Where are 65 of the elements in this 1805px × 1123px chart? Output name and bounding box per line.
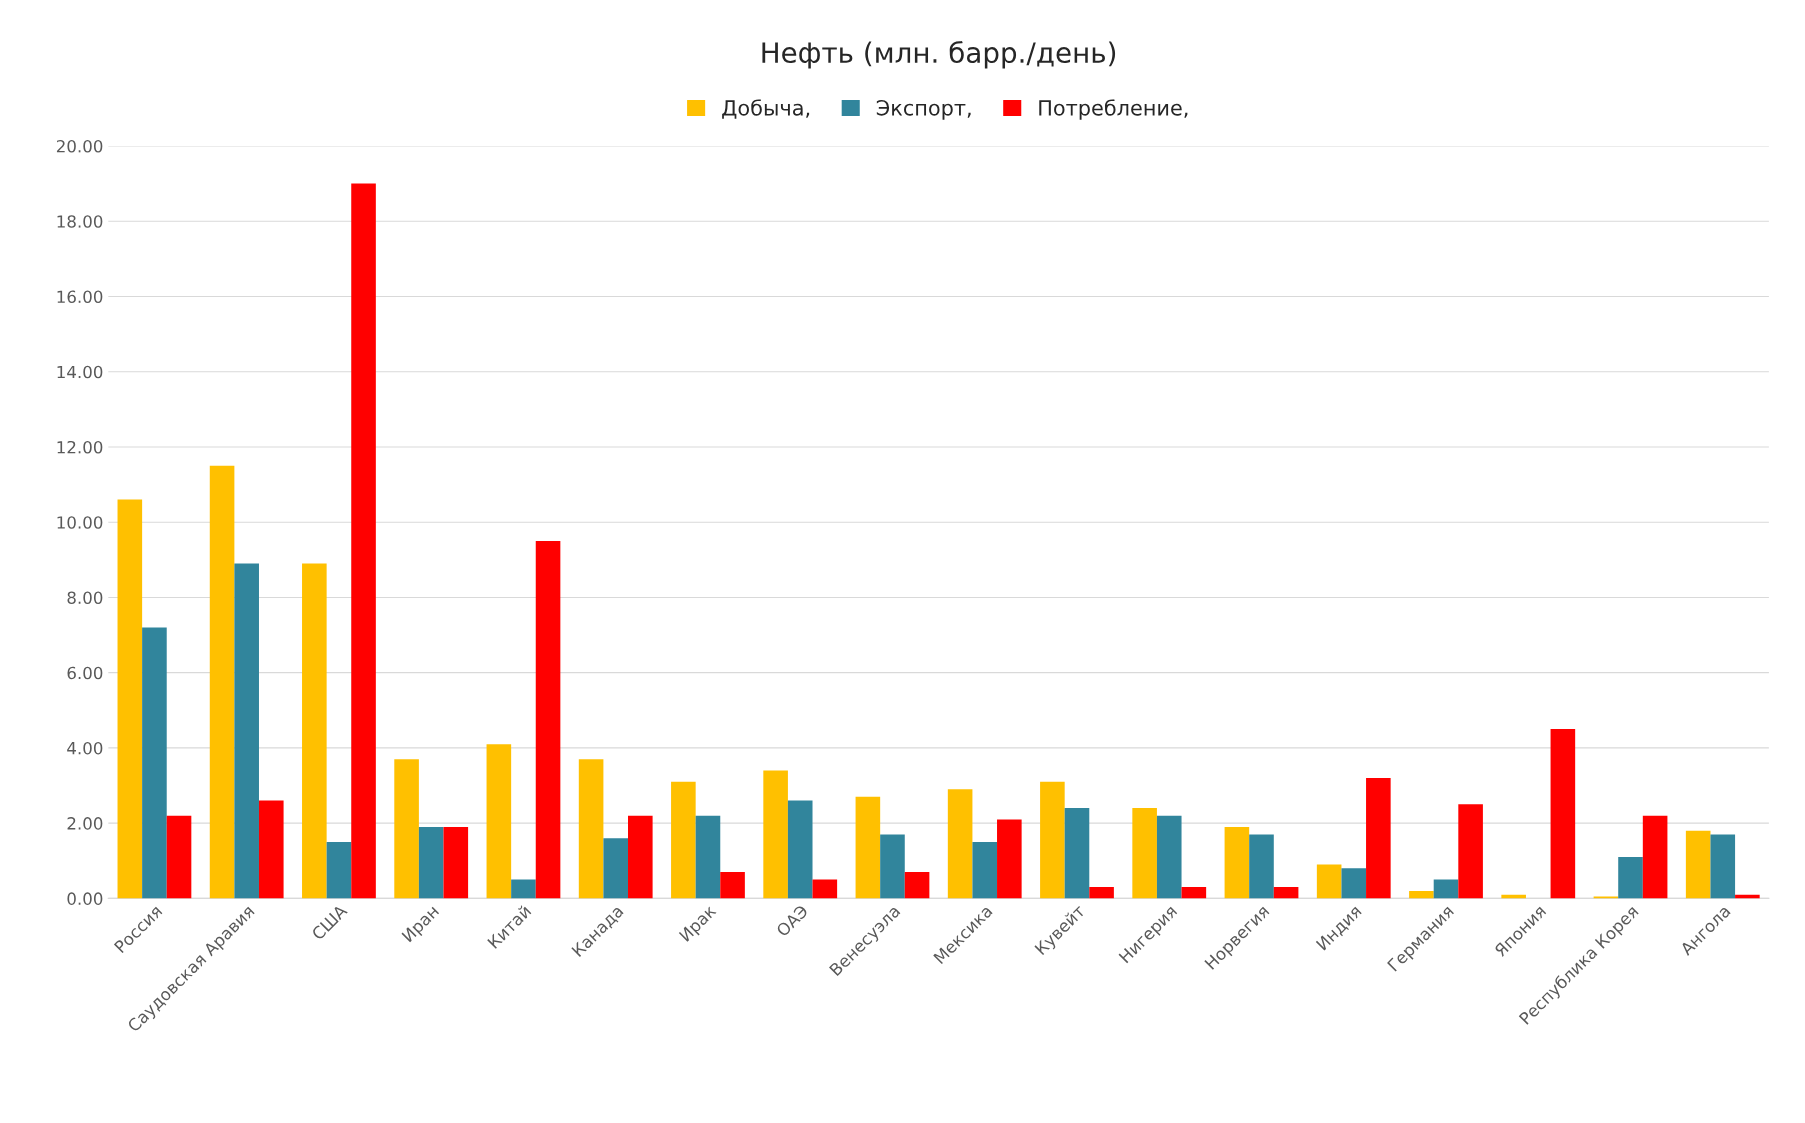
bar <box>997 819 1022 899</box>
bar <box>258 800 284 899</box>
bar <box>1132 808 1157 899</box>
bar <box>720 872 745 899</box>
y-tick-label: 10.00 <box>57 516 103 529</box>
bar <box>1433 879 1459 899</box>
bar <box>142 627 167 899</box>
bar <box>628 815 653 899</box>
bar <box>603 838 629 899</box>
bar <box>1249 834 1274 899</box>
bar <box>972 841 998 899</box>
bar <box>1458 804 1483 899</box>
bar <box>787 800 813 899</box>
y-tick-label: 18.00 <box>57 215 103 228</box>
bar <box>394 759 419 899</box>
bar <box>1710 834 1736 899</box>
bar <box>763 770 788 899</box>
bar <box>947 789 973 899</box>
bar <box>1685 830 1711 899</box>
legend-label: Экспорт, <box>876 99 971 120</box>
bar <box>1273 887 1299 899</box>
bar <box>326 841 352 899</box>
bar <box>578 759 604 899</box>
bar <box>1409 890 1434 899</box>
bar <box>1642 815 1668 899</box>
y-tick-label: 16.00 <box>57 290 103 304</box>
bar <box>671 781 696 899</box>
bar <box>486 744 512 899</box>
chart-title: Нефть (млн. барр./день) <box>762 41 1116 69</box>
bar <box>1040 781 1065 899</box>
bar <box>1550 729 1576 899</box>
bar <box>351 183 376 899</box>
bar <box>166 815 192 899</box>
y-tick-label: 2.00 <box>67 817 103 830</box>
bar <box>511 879 536 899</box>
y-tick-label: 8.00 <box>67 591 103 605</box>
bar <box>1224 826 1250 899</box>
bar <box>117 499 143 899</box>
bar <box>904 872 930 899</box>
bar <box>1089 887 1114 899</box>
bar <box>535 541 561 899</box>
y-tick-label: 14.00 <box>57 365 103 379</box>
y-tick-label: 20.00 <box>56 139 103 153</box>
legend-label: Добыча, <box>722 99 810 119</box>
bar <box>1618 857 1643 899</box>
bar <box>443 826 469 899</box>
bar <box>695 815 721 899</box>
y-tick-label: 12.00 <box>57 440 103 454</box>
bar <box>855 796 881 899</box>
bar <box>1156 815 1182 899</box>
bar <box>1064 808 1090 899</box>
bar <box>812 879 838 899</box>
y-tick-label: 6.00 <box>67 666 103 680</box>
bar <box>1181 887 1207 899</box>
bar <box>302 563 327 899</box>
bar <box>418 826 444 899</box>
legend-label: Потребление, <box>1039 99 1188 120</box>
bar <box>880 834 905 899</box>
y-tick-label: 4.00 <box>67 741 103 755</box>
bar <box>1341 868 1367 899</box>
y-tick-label: 0.00 <box>67 892 103 905</box>
bar <box>1366 778 1391 899</box>
bar <box>1316 864 1342 899</box>
bar <box>209 465 235 899</box>
bar <box>234 563 259 899</box>
